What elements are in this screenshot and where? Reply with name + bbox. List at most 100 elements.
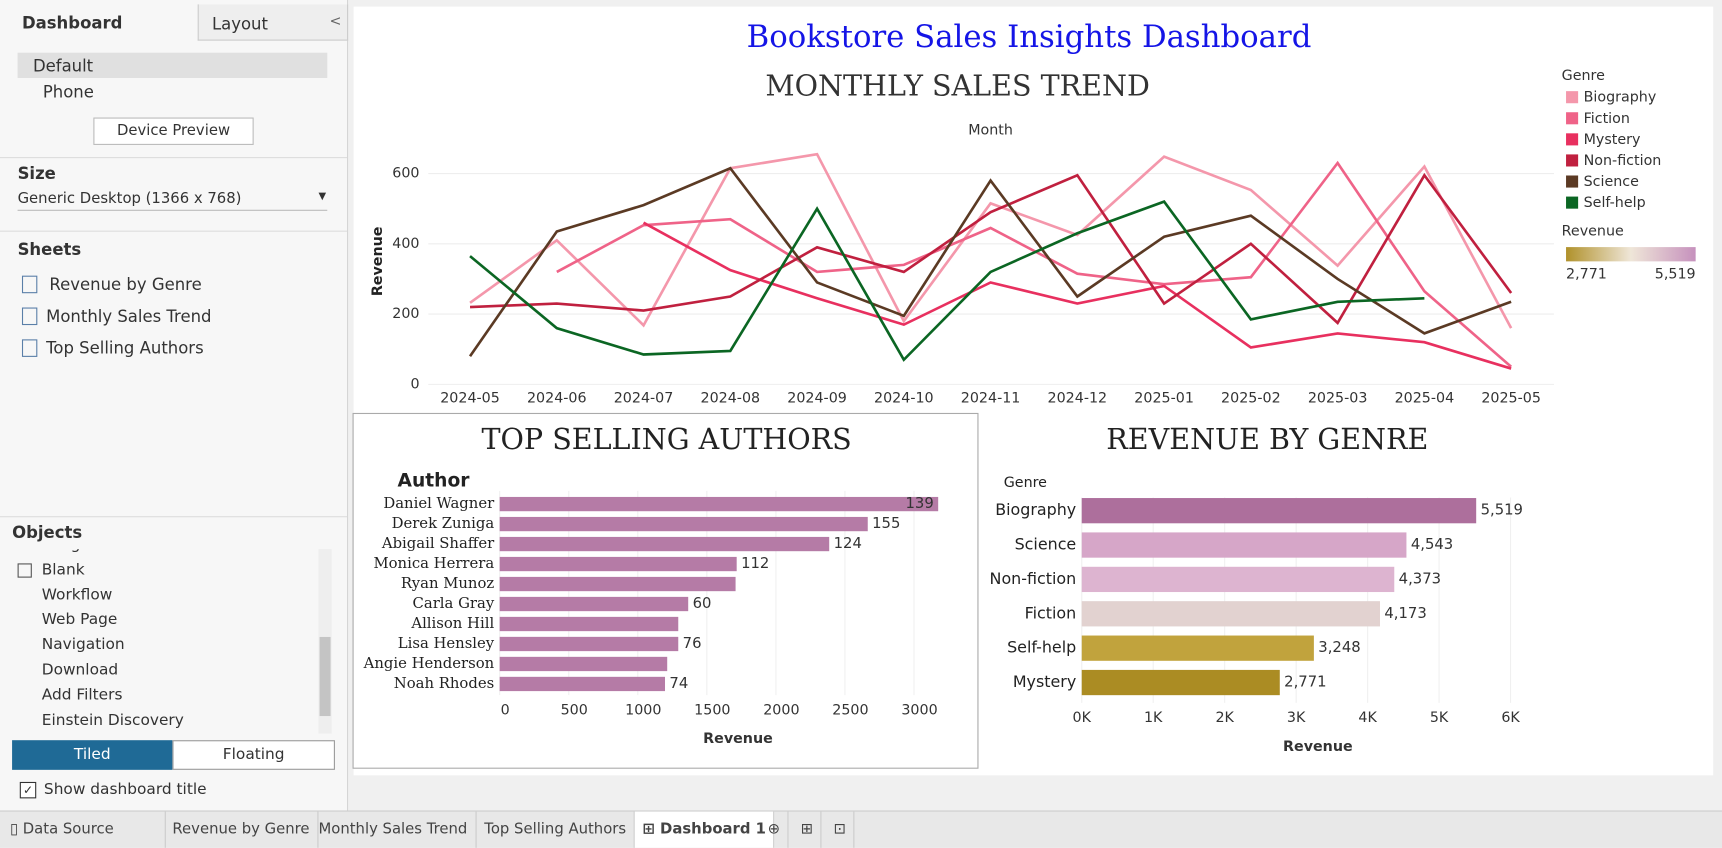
object[interactable]: Workflow (41, 586, 113, 605)
sheet[interactable]: Revenue by Genre (49, 274, 202, 295)
data-label: 155 (872, 515, 900, 532)
dashboard-title: Bookstore Sales Insights Dashboard (747, 19, 1312, 55)
new-dashboard[interactable]: ⊞ (793, 811, 822, 848)
x-tick-label: 1500 (694, 703, 730, 719)
x-tick-label: 3K (1287, 710, 1306, 726)
y-tick-label: Abigail Shaffer (381, 535, 495, 552)
bar (499, 496, 939, 512)
button[interactable]: Device Preview (93, 117, 254, 145)
line (642, 221, 1512, 370)
legend-label: Self-help (1584, 195, 1646, 211)
bar (1081, 498, 1477, 524)
line (468, 166, 1512, 358)
data-label: 76 (683, 635, 702, 652)
checkbox-label[interactable]: Show dashboard title (43, 780, 207, 799)
tab[interactable]: Layout (211, 14, 268, 35)
sheet-tab[interactable]: ▯ Data Source (2, 811, 166, 848)
collapse[interactable]: < (329, 13, 342, 30)
tab-box[interactable] (197, 4, 349, 41)
y-tick-label: 400 (392, 236, 419, 252)
sheet-tab[interactable]: Revenue by Genre (165, 811, 319, 848)
x-tick-label: 2000 (763, 703, 799, 719)
bar (499, 656, 668, 672)
new-sheet[interactable]: ⊕ (760, 811, 789, 848)
legend-swatch (1566, 112, 1579, 125)
data-label: 112 (741, 555, 769, 572)
sheet-tab[interactable]: Monthly Sales Trend (311, 811, 477, 848)
checkbox[interactable]: ✓ (19, 781, 37, 799)
legend-swatch (1566, 154, 1579, 167)
caret[interactable]: ▼ (318, 191, 327, 203)
data-label: 139 (906, 495, 934, 512)
legend-range: 2,771 (1566, 267, 1607, 283)
sheet-icon (21, 339, 38, 357)
object[interactable]: Add Filters (41, 686, 123, 704)
x-tick-label: 2024-08 (701, 391, 761, 407)
object[interactable]: Einstein Discovery (41, 711, 184, 730)
axis-title: Genre (1004, 475, 1047, 491)
axis-title: Month (968, 123, 1013, 139)
new-story[interactable]: ⊡ (826, 811, 855, 848)
x-tick-label: 2024-12 (1048, 391, 1108, 407)
sheet-icon (21, 275, 38, 294)
data-label: 3,248 (1318, 639, 1360, 656)
x-tick-label: 2500 (832, 703, 868, 719)
legend-label: Mystery (1584, 132, 1641, 148)
x-tick-label: 2024-05 (440, 391, 500, 407)
heading: Size (17, 163, 56, 184)
object[interactable]: Image (42, 549, 90, 553)
x-tick-label: 2025-03 (1308, 391, 1368, 407)
x-tick-label: 2024-06 (527, 391, 587, 407)
x-tick-label: 1000 (625, 703, 661, 719)
sidebar: Dashboard Layout < Default Phone Device … (0, 0, 349, 811)
tab-bar: ▯ Data Source Revenue by Genre Monthly S… (0, 810, 1722, 848)
device-option[interactable]: Default (32, 56, 94, 76)
y-tick-label: Allison Hill (410, 615, 494, 632)
dropdown[interactable]: Generic Desktop (1366 x 768) (17, 190, 328, 211)
line (556, 160, 1513, 368)
tab[interactable]: Dashboard (21, 13, 123, 33)
bar (499, 676, 666, 692)
bar (499, 516, 868, 532)
x-tick-label: 2025-05 (1481, 391, 1541, 407)
x-tick-label: 2025-04 (1395, 391, 1455, 407)
toggle[interactable]: Tiled (12, 740, 173, 770)
sheet[interactable]: Top Selling Authors (46, 338, 204, 359)
legend-label: Biography (1584, 90, 1657, 106)
sheet-tab[interactable]: ⊞ Dashboard 1 (634, 811, 775, 848)
y-tick-label: Noah Rhodes (394, 675, 494, 692)
y-tick-label: 0 (410, 376, 419, 392)
icon (17, 563, 32, 578)
object[interactable]: Download (41, 661, 119, 679)
sheet-tab[interactable]: Top Selling Authors (477, 811, 635, 848)
scroll-thumb[interactable] (319, 636, 331, 717)
data-label: 5,519 (1481, 502, 1523, 519)
data-label: 2,771 (1284, 674, 1326, 691)
line (469, 172, 1513, 325)
chart-title: MONTHLY SALES TREND (765, 68, 1149, 102)
object[interactable]: Navigation (41, 635, 125, 654)
bar (499, 556, 737, 572)
legend-range: 5,519 (1655, 267, 1696, 283)
data-label: 60 (693, 595, 712, 612)
device-option[interactable]: Phone (42, 82, 94, 103)
x-tick-label: 2K (1215, 710, 1234, 726)
y-tick-label: Biography (995, 500, 1076, 519)
legend-label: Fiction (1584, 111, 1630, 127)
x-tick-label: 6K (1501, 710, 1520, 726)
axis-title: Revenue (1283, 739, 1353, 755)
object[interactable]: Blank (41, 561, 85, 579)
sheet-icon (21, 307, 38, 326)
object[interactable]: Web Page (41, 610, 118, 629)
bar (1081, 601, 1380, 627)
line (469, 152, 1513, 329)
divider (0, 516, 348, 518)
toggle[interactable]: Floating (172, 740, 335, 770)
sheet[interactable]: Monthly Sales Trend (46, 306, 212, 327)
y-tick-label: Lisa Hensley (398, 635, 495, 652)
y-tick-label: 200 (392, 306, 419, 322)
data-label: 124 (834, 535, 862, 552)
color-ramp (1566, 247, 1696, 262)
y-tick-label: Carla Gray (413, 595, 495, 612)
